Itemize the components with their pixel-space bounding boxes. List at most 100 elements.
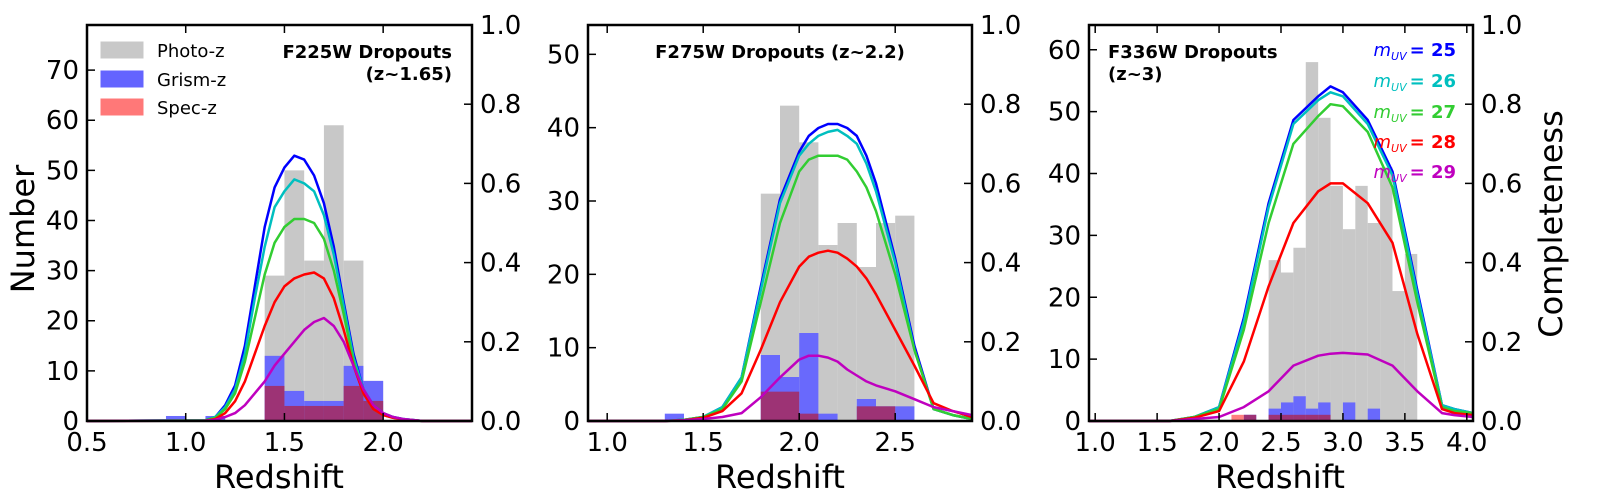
panel-2-spec-z-bar: [876, 406, 896, 421]
panel-2-ytick-label: 0: [563, 407, 580, 437]
panel-3-completeness-line-3: [1089, 102, 1474, 423]
mag-legend-25: mUV = 25: [1373, 40, 1456, 63]
panel-3-y2tick-label: 0.0: [1481, 407, 1522, 437]
panel-2-xtick-label: 2.0: [779, 428, 820, 458]
magnitude-legend: mUV = 25 mUV = 26 mUV = 27 mUV = 28 mUV = 29: [1373, 40, 1456, 185]
panel-1-photo-z-bar: [304, 260, 324, 421]
panel-3-title-line: F336W Dropouts: [1108, 42, 1278, 63]
panel-2: 1.0 1.5 2.0 2.5 0 10 20 30 40 50 0.0 0.2 0.4 0.6 0.8 1.…: [547, 11, 1021, 458]
panel-3-xtick-label: 3.0: [1322, 428, 1363, 458]
panel-3-grism-z-bar: [1367, 408, 1381, 421]
panel-3-xtick-label: 1.5: [1136, 428, 1177, 458]
panel-3-xtick-label: 2.5: [1260, 428, 1301, 458]
panel-2-photo-z-bar: [818, 245, 838, 421]
panel-3-xtick-label: 3.5: [1384, 428, 1425, 458]
panel-3-spec-z-bar: [1268, 414, 1281, 421]
panel-3-ytick-label: 60: [1048, 36, 1081, 66]
panel-2-photo-z-bar: [895, 215, 915, 421]
mag-legend-29: mUV = 29: [1373, 162, 1456, 185]
panel-1-y2tick-label: 0.0: [480, 407, 521, 437]
panel-3-ytick-label: 0: [1064, 407, 1081, 437]
panel-2-xtick-label: 2.5: [875, 428, 916, 458]
panel-1-ytick-label: 30: [46, 257, 79, 287]
panel-2-grism-z-bar: [818, 413, 838, 421]
panel-2-y2tick-label: 0.0: [980, 407, 1021, 437]
panel-3-ytick-label: 10: [1048, 345, 1081, 375]
mag-legend-28: mUV = 28: [1373, 132, 1456, 155]
xlabel-panel-3: Redshift: [1215, 458, 1345, 496]
panel-2-completeness-line-5: [588, 354, 973, 423]
panel-3-photo-z-bar: [1293, 247, 1306, 421]
panel-2-ytick-label: 20: [547, 260, 580, 290]
panel-3-xtick-label: 4.0: [1446, 428, 1487, 458]
panel-2-ytick-label: 30: [547, 187, 580, 217]
panel-2-frame: [586, 23, 974, 423]
panel-2-completeness-line-3: [588, 154, 973, 423]
panel-1: 0.5 1.0 1.5 2.0 0 10 20 30 40 50 60 70 0.0 0.2 0.4 0.6 0…: [46, 11, 521, 458]
panel-3-spec-z-bar: [1231, 414, 1244, 421]
panel-1-xtick-label: 2.0: [362, 428, 403, 458]
panel-1-ytick-label: 10: [46, 357, 79, 387]
panel-1-photo-z-bar: [284, 170, 305, 421]
legend-swatch-grism-z: [100, 70, 144, 88]
legend-label-grism-z: Grism-z: [157, 70, 226, 91]
legend-swatch-spec-z: [100, 98, 144, 116]
panel-3-title-line: (z~3): [1108, 64, 1163, 85]
panel-3-spec-z-bar: [1293, 414, 1306, 421]
panel-2-grism-z-bar: [664, 413, 684, 421]
panel-2-y2tick-label: 0.6: [980, 169, 1021, 199]
panel-1-y2tick-label: 0.4: [480, 249, 521, 279]
panel-3-xtick-label: 2.0: [1198, 428, 1239, 458]
panel-3-spec-z-bar: [1243, 414, 1257, 421]
panel-3-xtick-label: 1.0: [1075, 428, 1116, 458]
panel-1-ytick-label: 40: [46, 206, 79, 236]
panel-3-spec-z-bar: [1318, 414, 1331, 421]
mag-legend-27: mUV = 27: [1373, 102, 1456, 125]
mag-legend-26: mUV = 26: [1373, 71, 1456, 94]
panel-2-y2tick-label: 0.4: [980, 249, 1021, 279]
legend-swatch-photo-z: [100, 41, 144, 59]
panel-3-photo-z-bar: [1318, 117, 1331, 421]
panel-1-xtick-label: 1.0: [165, 428, 206, 458]
panel-3-ytick-label: 50: [1048, 98, 1081, 128]
left-ylabel: Number: [4, 164, 42, 293]
panel-1-y2tick-label: 0.8: [480, 90, 521, 120]
panel-3-y2tick-label: 0.6: [1481, 169, 1522, 199]
panel-2-xtick-label: 1.5: [683, 428, 724, 458]
panel-3-y2tick-label: 0.2: [1481, 328, 1522, 358]
panel-3-grism-z-bar: [1342, 402, 1356, 421]
panel-3-y2tick-label: 0.4: [1481, 249, 1522, 279]
panel-2-completeness-line-4: [588, 249, 973, 423]
legend-label-photo-z: Photo-z: [157, 41, 225, 62]
panel-3-ytick-label: 20: [1048, 283, 1081, 313]
panel-1-spec-z-bar: [304, 405, 324, 421]
panel-2-ytick-label: 40: [547, 114, 580, 144]
panel-3-photo-z-bar: [1281, 272, 1294, 421]
panel-1-ytick-label: 0: [62, 407, 79, 437]
panel-2-y2tick-label: 0.2: [980, 328, 1021, 358]
panel-3-spec-z-bar: [1281, 414, 1294, 421]
panel-2-spec-z-bar: [780, 391, 800, 421]
panel-1-ytick-label: 60: [46, 106, 79, 136]
panel-2-spec-z-bar: [760, 391, 780, 421]
panel-1-completeness-line-4: [86, 271, 472, 423]
panel-3-completeness-line-4: [1089, 182, 1474, 423]
panel-2-xtick-label: 1.0: [587, 428, 628, 458]
panel-3-y2tick-label: 0.8: [1481, 90, 1522, 120]
panel-2-y2tick-label: 1.0: [980, 11, 1021, 41]
panel-2-spec-z-bar: [856, 406, 876, 421]
xlabel-panel-2: Redshift: [715, 458, 845, 496]
panel-3-completeness-line-5: [1089, 351, 1474, 423]
panel-3-spec-z-bar: [1305, 414, 1319, 421]
panel-2-ytick-label: 50: [547, 40, 580, 70]
panel-1-spec-z-bar: [264, 385, 285, 421]
xlabel-panel-1: Redshift: [214, 458, 344, 496]
panel-3-ytick-label: 30: [1048, 221, 1081, 251]
panel-1-y2tick-label: 0.2: [480, 328, 521, 358]
panel-2-y2tick-label: 0.8: [980, 90, 1021, 120]
panel-3-photo-z-bar: [1367, 223, 1381, 421]
panel-1-frame: [85, 23, 474, 423]
panel-1-title-line: (z~1.65): [366, 64, 452, 85]
panel-2-spec-z-bar: [799, 413, 819, 421]
